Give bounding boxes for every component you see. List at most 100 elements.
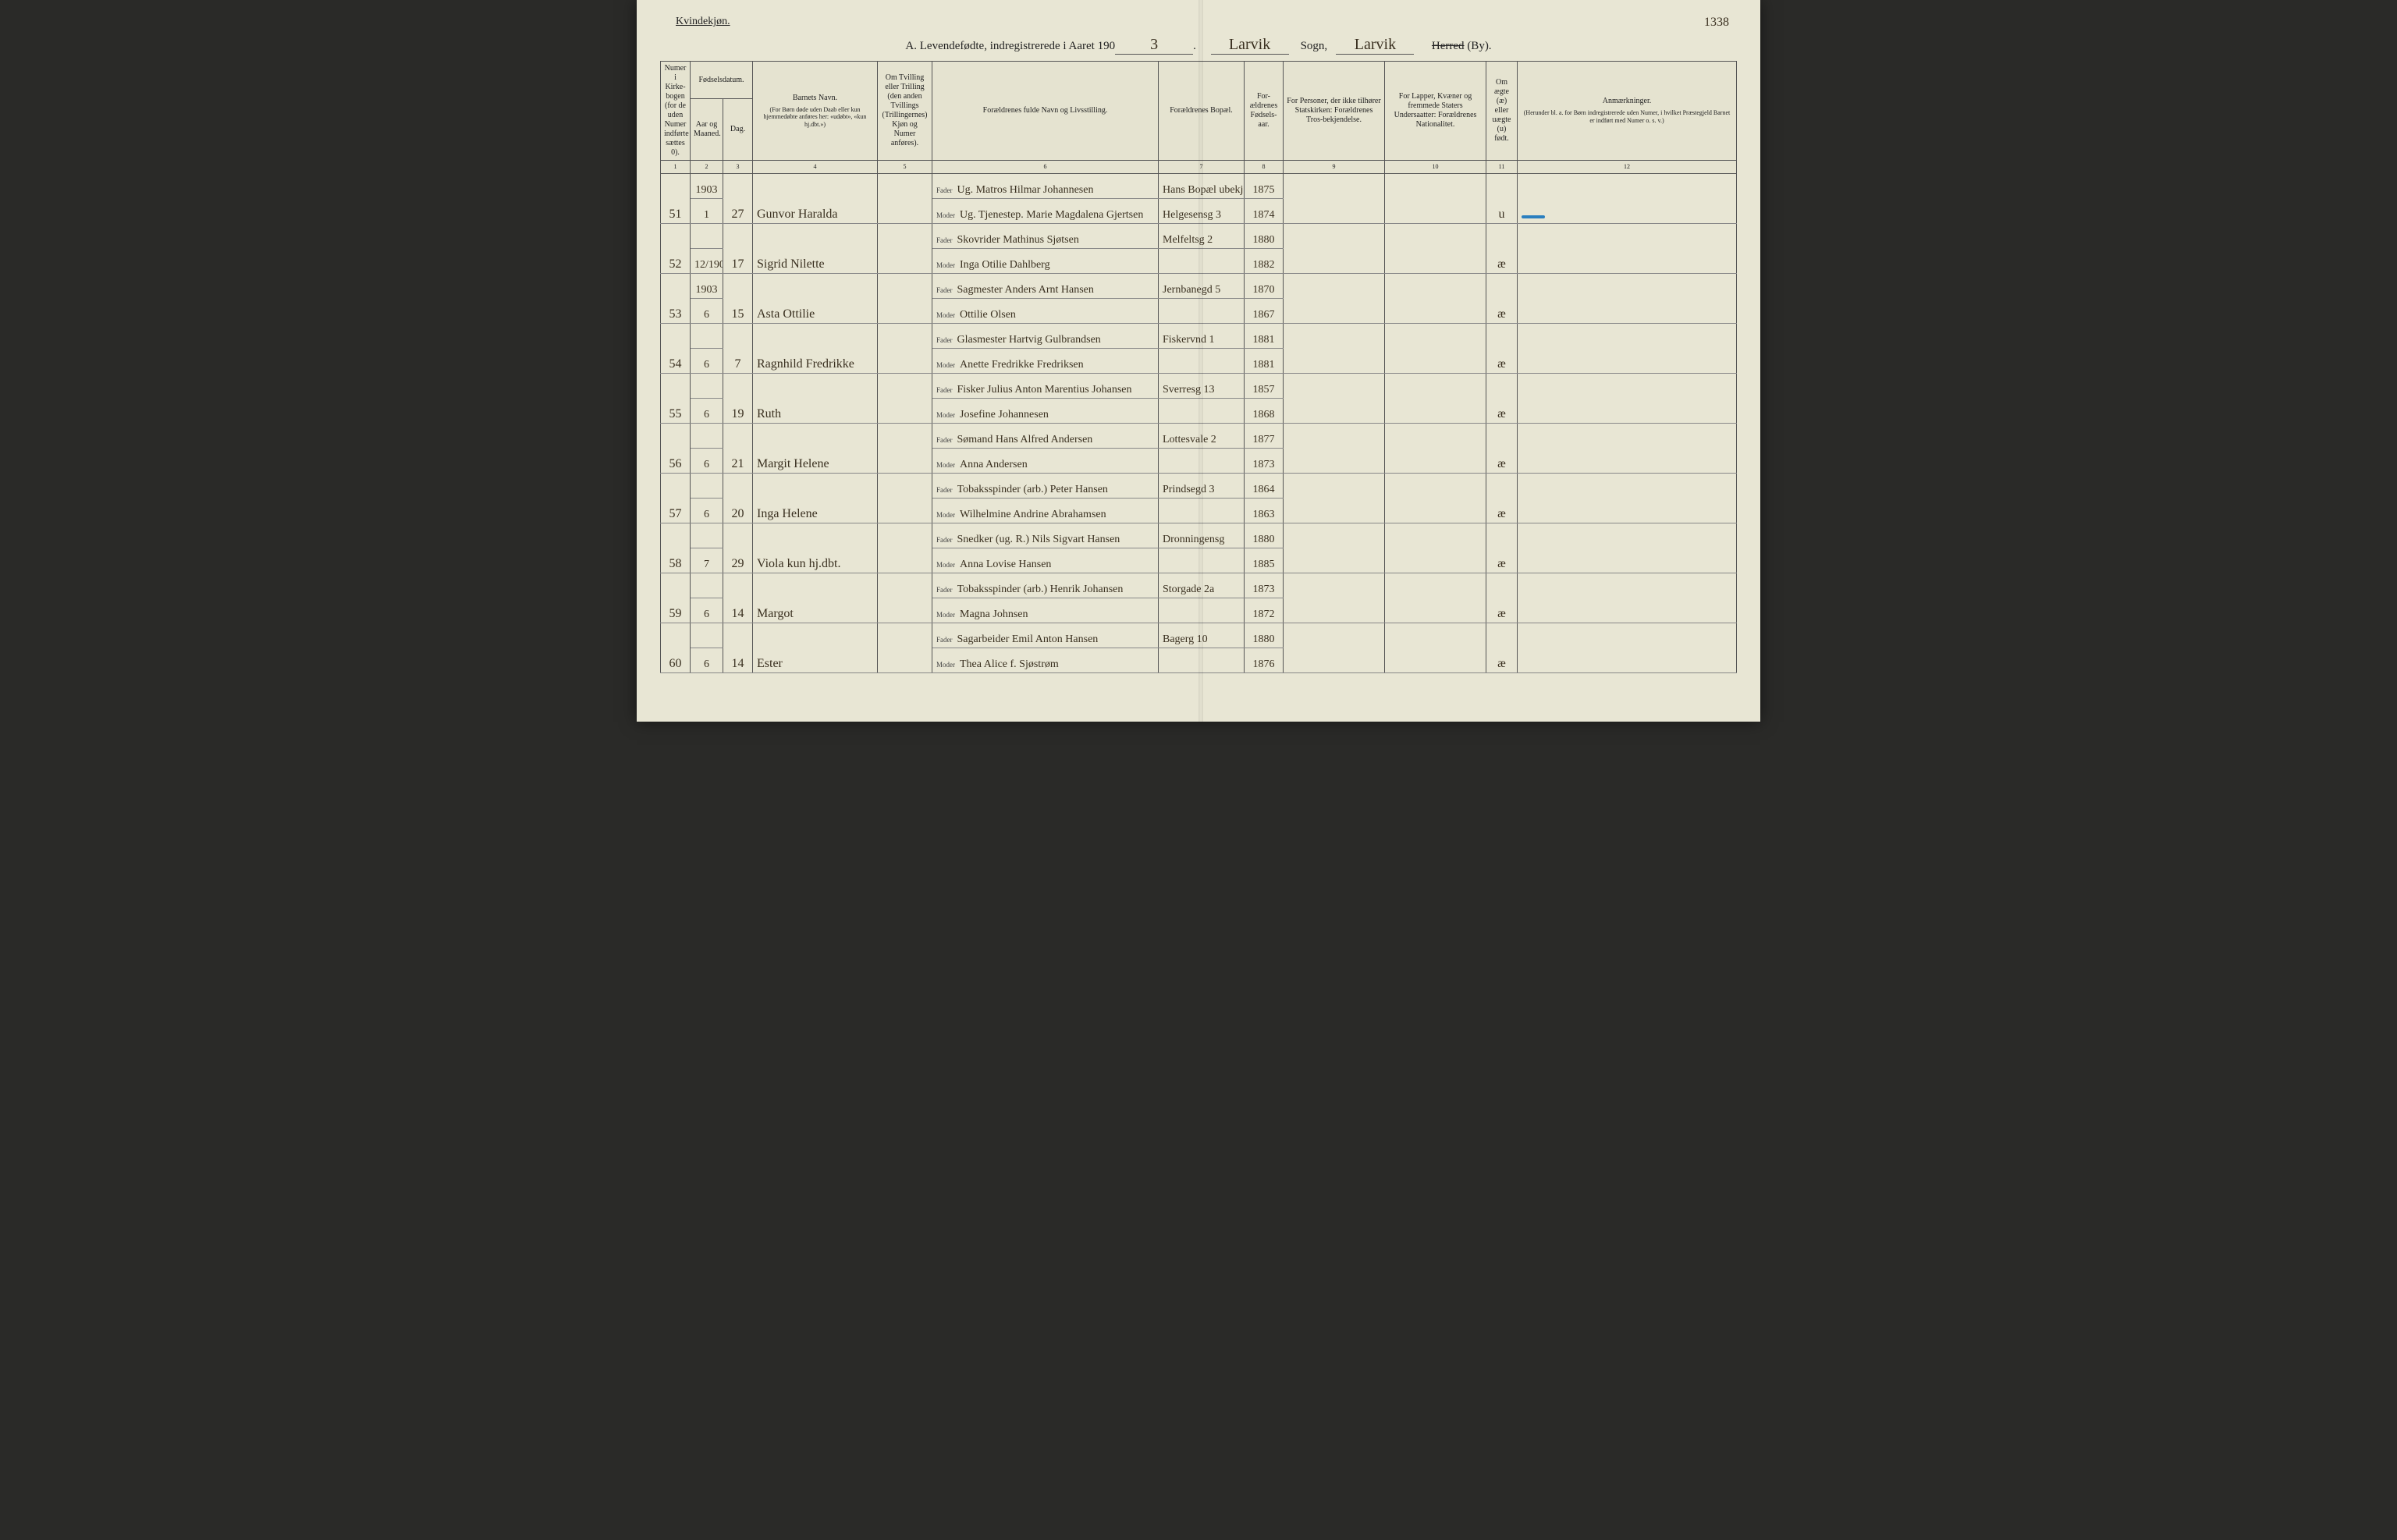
moder-label: Moder — [936, 411, 955, 419]
by-suffix: (By). — [1467, 40, 1491, 52]
cell-anm — [1518, 223, 1737, 273]
entry-fader-row: 5914MargotFader Tobaksspinder (arb.) Hen… — [661, 573, 1737, 598]
cell-moder: Moder Anna Lovise Hansen — [932, 548, 1159, 573]
fader-name: Sagmester Anders Arnt Hansen — [957, 284, 1094, 296]
cell-num: 59 — [661, 573, 691, 623]
moder-name: Thea Alice f. Sjøstrøm — [960, 658, 1059, 671]
cell-year-fader: 1875 — [1245, 173, 1284, 198]
cell-bopael-fader: Lottesvale 2 — [1159, 423, 1245, 448]
entry-fader-row: 5621Margit HeleneFader Sømand Hans Alfre… — [661, 423, 1737, 448]
cell-aar: 6 — [691, 448, 723, 473]
cell-legit: æ — [1486, 373, 1518, 423]
cell-num: 54 — [661, 323, 691, 373]
cell-moder: Moder Anette Fredrikke Fredriksen — [932, 348, 1159, 373]
moder-name: Josefine Johannesen — [960, 409, 1049, 421]
cell-day: 29 — [723, 523, 753, 573]
title-prefix: A. Levendefødte, indregistrerede i Aaret… — [905, 40, 1115, 52]
cell-year-moder: 1874 — [1245, 198, 1284, 223]
fader-label: Fader — [936, 586, 953, 594]
cell-day: 27 — [723, 173, 753, 223]
cell-bopael-fader: Fiskervnd 1 — [1159, 323, 1245, 348]
cell-bopael-moder — [1159, 648, 1245, 672]
cell-aar: 1 — [691, 198, 723, 223]
cell-year-top — [691, 423, 723, 448]
cell-legit: æ — [1486, 523, 1518, 573]
cell-aar: 7 — [691, 548, 723, 573]
cell-bopael-moder: Helgesensg 3 — [1159, 198, 1245, 223]
cell-num: 60 — [661, 623, 691, 672]
cell-year-moder: 1882 — [1245, 248, 1284, 273]
cell-bopael-moder — [1159, 448, 1245, 473]
cell-bopael-fader: Jernbanegd 5 — [1159, 273, 1245, 298]
title-line: A. Levendefødte, indregistrerede i Aaret… — [660, 36, 1737, 55]
cell-tros — [1284, 323, 1385, 373]
cell-twin — [878, 473, 932, 523]
cell-bopael-fader: Sverresg 13 — [1159, 373, 1245, 398]
hdr-col1: Numer i Kirke-bogen (for de uden Numer i… — [661, 62, 691, 161]
cell-year-moder: 1868 — [1245, 398, 1284, 423]
cell-legit: æ — [1486, 423, 1518, 473]
cell-day: 17 — [723, 223, 753, 273]
cell-day: 19 — [723, 373, 753, 423]
moder-label: Moder — [936, 611, 955, 619]
cell-day: 14 — [723, 573, 753, 623]
cell-childname: Ragnhild Fredrikke — [753, 323, 878, 373]
cell-year-top: 1903 — [691, 273, 723, 298]
cell-anm — [1518, 473, 1737, 523]
cell-bopael-moder — [1159, 598, 1245, 623]
cell-nat — [1385, 573, 1486, 623]
cell-twin — [878, 273, 932, 323]
fader-name: Tobaksspinder (arb.) Henrik Johansen — [957, 584, 1124, 596]
cell-year-fader: 1873 — [1245, 573, 1284, 598]
column-number-row: 1 2 3 4 5 6 7 8 9 10 11 12 — [661, 161, 1737, 174]
hdr-col12-sub: (Herunder bl. a. for Børn indregistrered… — [1521, 109, 1733, 124]
cell-childname: Ruth — [753, 373, 878, 423]
cell-legit: æ — [1486, 323, 1518, 373]
moder-name: Anna Andersen — [960, 459, 1028, 471]
cell-moder: Moder Ottilie Olsen — [932, 298, 1159, 323]
cell-twin — [878, 223, 932, 273]
cell-year-top — [691, 573, 723, 598]
cell-tros — [1284, 423, 1385, 473]
fader-label: Fader — [936, 386, 953, 394]
cell-bopael-moder — [1159, 548, 1245, 573]
moder-name: Inga Otilie Dahlberg — [960, 259, 1050, 271]
cell-fader: Fader Sagmester Anders Arnt Hansen — [932, 273, 1159, 298]
cell-year-fader: 1857 — [1245, 373, 1284, 398]
entry-fader-row: 6014EsterFader Sagarbeider Emil Anton Ha… — [661, 623, 1737, 648]
cell-childname: Viola kun hj.dbt. — [753, 523, 878, 573]
cell-tros — [1284, 523, 1385, 573]
moder-label: Moder — [936, 511, 955, 519]
entry-fader-row: 5519RuthFader Fisker Julius Anton Marent… — [661, 373, 1737, 398]
colnum-5: 5 — [878, 161, 932, 174]
cell-year-top — [691, 323, 723, 348]
cell-tros — [1284, 373, 1385, 423]
cell-fader: Fader Snedker (ug. R.) Nils Sigvart Hans… — [932, 523, 1159, 548]
cell-day: 20 — [723, 473, 753, 523]
cell-fader: Fader Tobaksspinder (arb.) Peter Hansen — [932, 473, 1159, 498]
cell-tros — [1284, 273, 1385, 323]
moder-label: Moder — [936, 661, 955, 669]
ledger-page: 1338 Kvindekjøn. A. Levendefødte, indreg… — [637, 0, 1760, 722]
cell-year-fader: 1870 — [1245, 273, 1284, 298]
cell-year-moder: 1872 — [1245, 598, 1284, 623]
fader-name: Tobaksspinder (arb.) Peter Hansen — [957, 484, 1108, 496]
moder-name: Ottilie Olsen — [960, 309, 1016, 321]
cell-tros — [1284, 623, 1385, 672]
hdr-col12-title: Anmærkninger. — [1521, 97, 1733, 106]
sogn-value-2: Larvik — [1336, 36, 1414, 55]
cell-legit: æ — [1486, 273, 1518, 323]
page-number: 1338 — [1704, 16, 1729, 30]
fader-label: Fader — [936, 236, 953, 244]
hdr-col12: Anmærkninger. (Herunder bl. a. for Børn … — [1518, 62, 1737, 161]
cell-year-top — [691, 373, 723, 398]
colnum-12: 12 — [1518, 161, 1737, 174]
cell-twin — [878, 623, 932, 672]
cell-year-top — [691, 523, 723, 548]
cell-nat — [1385, 373, 1486, 423]
cell-bopael-fader: Dronningensg — [1159, 523, 1245, 548]
fader-label: Fader — [936, 186, 953, 194]
cell-year-top: 1903 — [691, 173, 723, 198]
cell-twin — [878, 373, 932, 423]
cell-legit: u — [1486, 173, 1518, 223]
